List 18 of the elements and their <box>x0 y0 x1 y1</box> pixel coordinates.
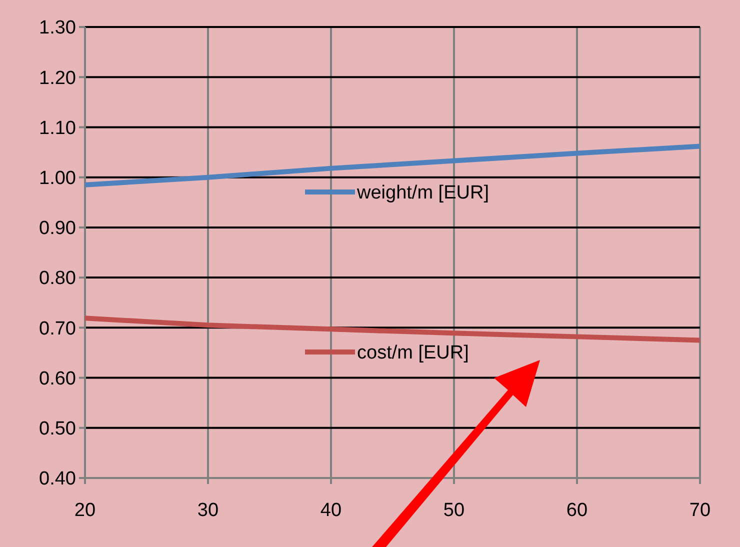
x-tick-label: 30 <box>197 500 219 521</box>
x-tick-label: 40 <box>320 500 342 521</box>
x-tick-label: 50 <box>443 500 465 521</box>
y-tick-label: 0.80 <box>39 268 76 290</box>
x-tick-label: 70 <box>689 500 711 521</box>
legend-label: cost/m [EUR] <box>357 342 469 364</box>
y-tick-label: 1.00 <box>39 168 76 189</box>
y-tick-label: 0.70 <box>39 318 76 340</box>
y-tick-label: 1.10 <box>39 118 76 139</box>
x-tick-label: 60 <box>566 500 588 521</box>
y-tick-label: 1.20 <box>39 68 76 89</box>
y-tick-label: 1.30 <box>39 18 76 39</box>
x-tick-label: 20 <box>74 500 96 521</box>
legend-label: weight/m [EUR] <box>356 182 489 204</box>
y-tick-label: 0.40 <box>39 468 76 490</box>
y-tick-label: 0.50 <box>39 418 76 440</box>
y-tick-label: 0.90 <box>39 218 76 240</box>
y-tick-label: 0.60 <box>39 368 76 390</box>
